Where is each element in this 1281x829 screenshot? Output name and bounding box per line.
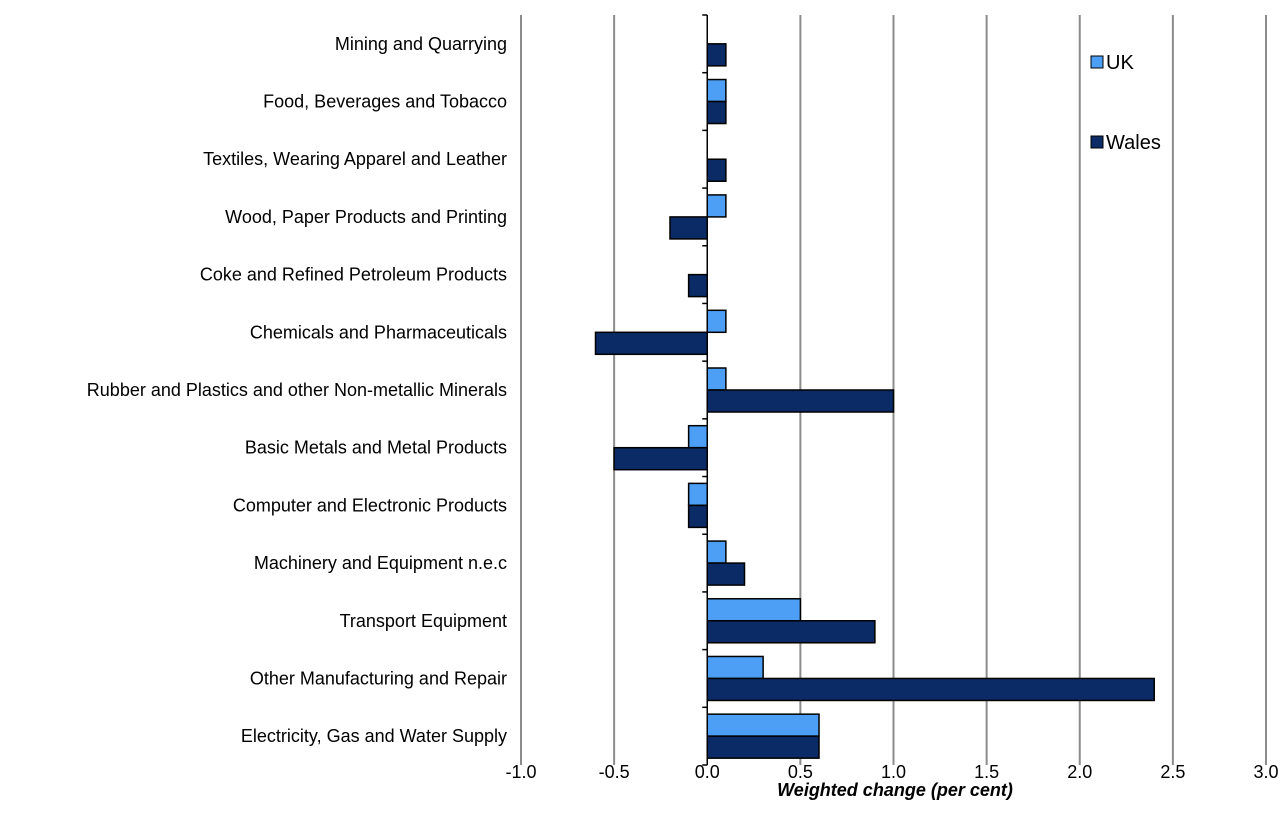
bar-wales [594, 331, 708, 356]
bar-wales [613, 446, 708, 471]
bar-uk [706, 309, 727, 334]
x-tick-label: 2.5 [1160, 762, 1185, 782]
category-label: Transport Equipment [340, 611, 507, 631]
bars [594, 43, 1155, 759]
bar-uk [687, 424, 708, 449]
category-label: Machinery and Equipment n.e.c [254, 553, 507, 573]
x-tick-labels: -1.0 -0.5 0.0 0.5 1.0 1.5 2.0 2.5 3.0 [505, 762, 1278, 782]
x-tick-label: -1.0 [505, 762, 536, 782]
category-label: Rubber and Plastics and other Non-metall… [87, 380, 507, 400]
category-label: Food, Beverages and Tobacco [263, 92, 507, 112]
x-tick-label: 1.0 [881, 762, 906, 782]
bar-wales [687, 273, 708, 298]
bar-wales [706, 562, 746, 586]
x-tick-label: 0.0 [695, 762, 720, 782]
bar-wales [706, 620, 876, 644]
bar-wales [706, 43, 727, 67]
bar-wales [687, 504, 708, 529]
bar-wales [706, 389, 895, 413]
y-axis [702, 14, 708, 766]
bar-wales [706, 100, 727, 125]
bar-uk [706, 78, 727, 103]
category-label: Basic Metals and Metal Products [245, 438, 507, 458]
bar-uk [706, 598, 802, 622]
bar-uk [687, 482, 708, 507]
category-label: Electricity, Gas and Water Supply [241, 726, 507, 746]
legend: UK Wales [1090, 52, 1161, 154]
category-label: Chemicals and Pharmaceuticals [250, 322, 507, 342]
bar-uk [706, 540, 727, 564]
category-label: Textiles, Wearing Apparel and Leather [203, 149, 507, 169]
bar-uk [706, 713, 820, 737]
bar-uk [706, 194, 727, 218]
bar-wales [706, 158, 727, 182]
x-tick-label: 0.5 [788, 762, 813, 782]
bar-wales [706, 677, 1155, 702]
x-axis-title: Weighted change (per cent) [777, 780, 1013, 800]
bar-wales [706, 735, 820, 759]
category-label: Wood, Paper Products and Printing [225, 207, 507, 227]
category-label: Other Manufacturing and Repair [250, 668, 507, 688]
x-tick-label: 2.0 [1067, 762, 1092, 782]
bar-wales [669, 216, 708, 240]
x-tick-label: 1.5 [974, 762, 999, 782]
bar-uk [706, 367, 727, 391]
category-label: Mining and Quarrying [335, 34, 507, 54]
category-label: Computer and Electronic Products [233, 495, 507, 515]
x-tick-label: 3.0 [1253, 762, 1278, 782]
legend-label-wales: Wales [1106, 132, 1161, 154]
legend-label-uk: UK [1106, 52, 1134, 74]
x-tick-label: -0.5 [599, 762, 630, 782]
legend-swatch-uk [1090, 55, 1104, 69]
bar-uk [706, 655, 764, 680]
category-labels: Mining and Quarrying Food, Beverages and … [87, 34, 507, 746]
category-label: Coke and Refined Petroleum Products [200, 265, 507, 285]
legend-swatch-wales [1090, 135, 1104, 149]
